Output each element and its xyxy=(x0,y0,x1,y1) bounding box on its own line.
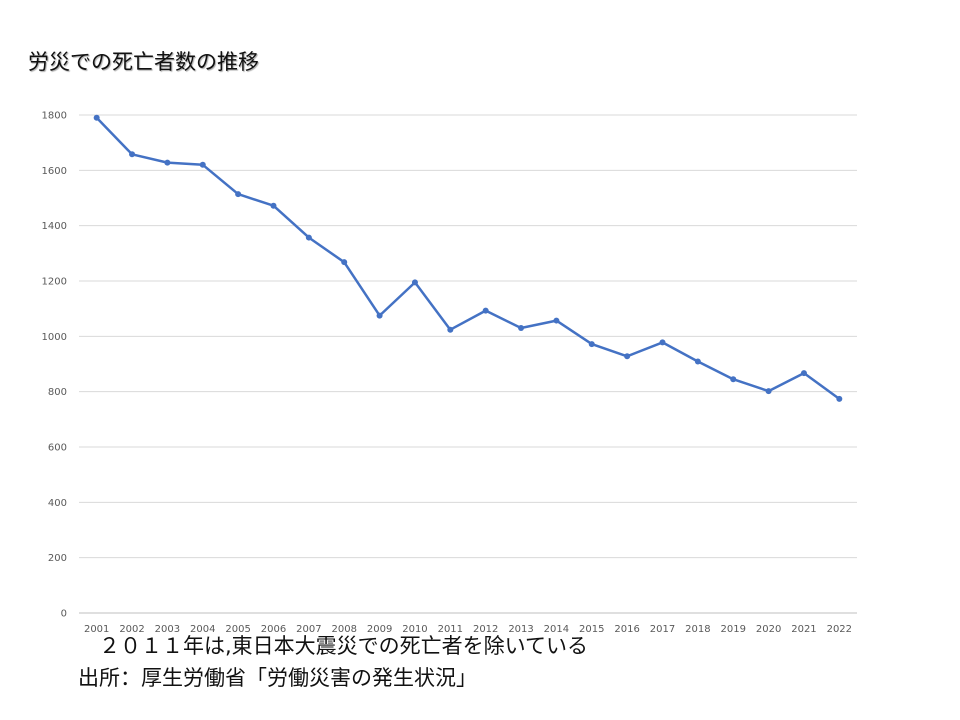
data-point xyxy=(376,312,383,319)
data-point xyxy=(482,307,489,314)
x-tick-label: 2006 xyxy=(261,624,286,635)
y-axis-ticks: 0 200 400 600 800 1000 1200 1400 1600 1800 xyxy=(42,111,67,620)
x-tick-label: 2018 xyxy=(685,624,710,635)
data-point xyxy=(164,159,171,166)
data-points xyxy=(93,114,843,402)
data-point xyxy=(305,234,312,241)
y-tick-label: 400 xyxy=(48,498,67,509)
x-tick-label: 2002 xyxy=(119,624,144,635)
gridlines xyxy=(79,114,857,614)
series-line xyxy=(95,116,841,401)
x-tick-label: 2007 xyxy=(296,624,321,635)
x-tick-label: 2014 xyxy=(544,624,569,635)
data-point xyxy=(518,325,525,332)
data-point xyxy=(765,388,772,395)
x-tick-label: 2012 xyxy=(473,624,498,635)
x-tick-label: 2005 xyxy=(225,624,250,635)
data-point xyxy=(836,395,843,402)
data-point xyxy=(659,339,666,346)
x-tick-label: 2021 xyxy=(791,624,816,635)
data-point xyxy=(800,370,807,377)
y-tick-label: 200 xyxy=(48,553,67,564)
data-point xyxy=(588,341,595,348)
y-tick-label: 600 xyxy=(48,443,67,454)
y-tick-label: 1600 xyxy=(42,166,67,177)
x-tick-label: 2015 xyxy=(579,624,604,635)
data-point xyxy=(624,353,631,360)
chart-footnote: ２０１１年は,東日本大震災での死亡者を除いている xyxy=(78,634,589,658)
x-tick-label: 2003 xyxy=(155,624,180,635)
data-point xyxy=(341,259,348,266)
x-tick-label: 2008 xyxy=(332,624,357,635)
x-tick-label: 2009 xyxy=(367,624,392,635)
x-tick-label: 2010 xyxy=(402,624,427,635)
x-axis-ticks: 2001 2002 2003 2004 2005 2006 2007 2008 2009 2010… xyxy=(84,624,852,635)
series-line-layer xyxy=(95,116,841,401)
data-point xyxy=(93,114,100,121)
x-tick-label: 2017 xyxy=(650,624,675,635)
y-tick-label: 800 xyxy=(48,387,67,398)
y-tick-label: 1200 xyxy=(42,277,67,288)
data-point xyxy=(411,279,418,286)
y-tick-label: 1400 xyxy=(42,221,67,232)
x-tick-label: 2011 xyxy=(438,624,463,635)
data-point xyxy=(553,317,560,324)
chart-title: 労災での死亡者数の推移 xyxy=(28,50,259,74)
x-tick-label: 2013 xyxy=(508,624,533,635)
data-point xyxy=(694,358,701,365)
data-point xyxy=(447,326,454,333)
x-tick-label: 2004 xyxy=(190,624,215,635)
y-tick-label: 1800 xyxy=(42,111,67,122)
source-note: 出所：厚生労働省「労働災害の発生状況」 xyxy=(78,666,477,690)
data-point xyxy=(730,376,737,383)
y-tick-label: 0 xyxy=(61,609,67,620)
data-point xyxy=(270,202,277,209)
x-tick-label: 2020 xyxy=(756,624,781,635)
data-point xyxy=(235,191,242,198)
x-tick-label: 2019 xyxy=(721,624,746,635)
data-point xyxy=(199,161,206,168)
y-tick-label: 1000 xyxy=(42,332,67,343)
x-tick-label: 2016 xyxy=(614,624,639,635)
x-tick-label: 2022 xyxy=(827,624,852,635)
x-tick-label: 2001 xyxy=(84,624,109,635)
data-point xyxy=(129,151,136,158)
